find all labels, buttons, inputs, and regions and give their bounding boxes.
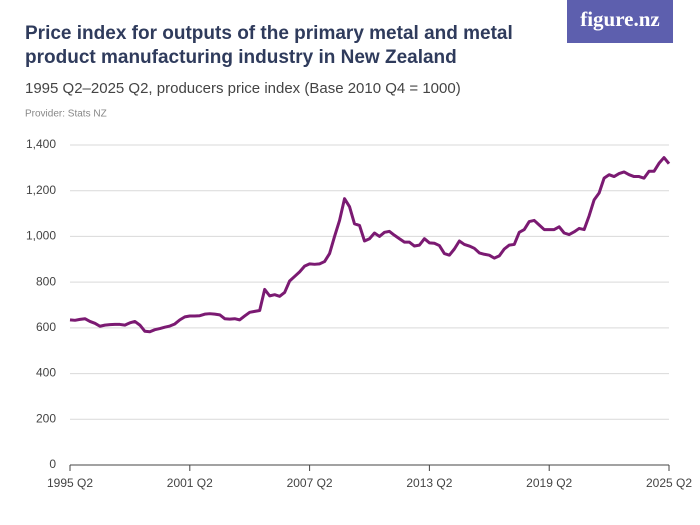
- y-tick-label: 1,400: [26, 137, 56, 151]
- logo-box: [567, 0, 673, 43]
- x-tick-label: 1995 Q2: [47, 476, 93, 490]
- provider: Provider: Stats NZ: [25, 109, 107, 120]
- x-tick-label: 2007 Q2: [287, 476, 333, 490]
- x-tick-label: 2001 Q2: [167, 476, 213, 490]
- y-tick-label: 800: [36, 274, 56, 288]
- logo: figure.nz: [580, 7, 660, 31]
- y-tick-label: 0: [49, 457, 56, 471]
- y-tick-label: 1,000: [26, 229, 56, 243]
- y-tick-label: 600: [36, 320, 56, 334]
- y-tick-label: 400: [36, 366, 56, 380]
- x-tick-label: 2019 Q2: [526, 476, 572, 490]
- chart-subtitle: 1995 Q2–2025 Q2, producers price index (…: [25, 80, 461, 97]
- y-tick-label: 1,200: [26, 183, 56, 197]
- line: [69, 156, 671, 334]
- x-tick-label: 2025 Q2: [646, 476, 692, 490]
- x-tick-label: 2013 Q2: [406, 476, 452, 490]
- title-box: Price index for outputs of the primary m…: [25, 23, 513, 68]
- chart-title: Price index for outputs of the primary m…: [25, 23, 513, 68]
- y-tick-label: 200: [36, 411, 56, 425]
